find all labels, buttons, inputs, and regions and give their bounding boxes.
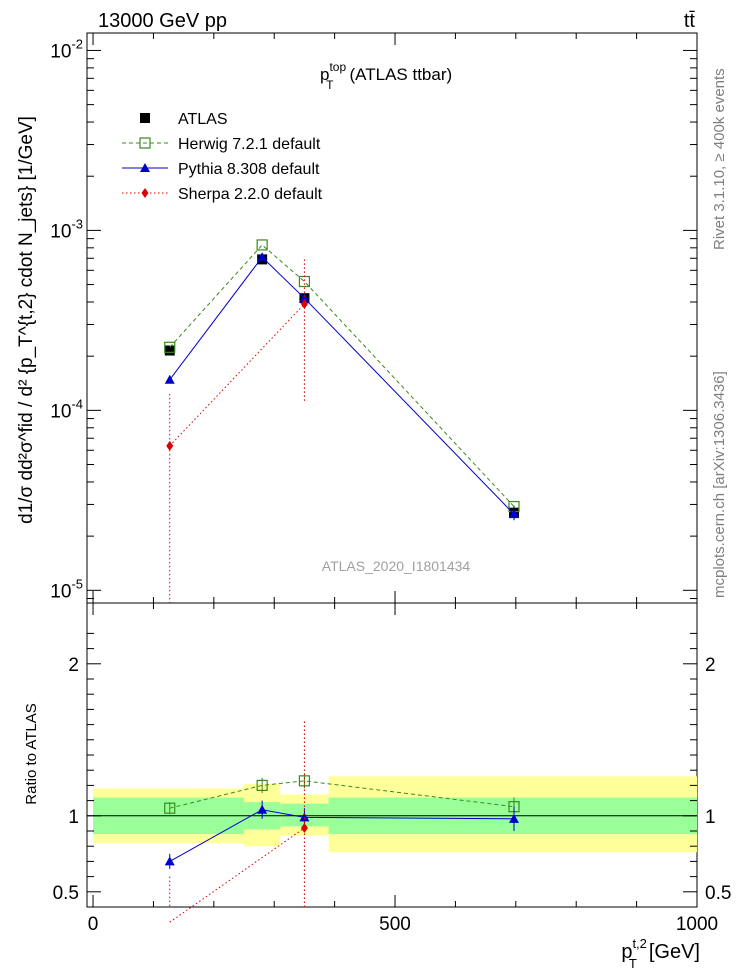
y-tick-label-base-2: 10 bbox=[50, 401, 71, 422]
sherpa-point-1 bbox=[300, 298, 308, 309]
y-axis-label-main: d1/σ dd²σ^fid / d² {p_T^{t,2} cdot N_jet… bbox=[16, 116, 37, 524]
x-axis-label-sup: t,2 bbox=[632, 936, 646, 951]
herwig-point-1 bbox=[256, 239, 268, 251]
y-tick-label-ratio-r-0: 0.5 bbox=[705, 883, 731, 904]
legend-label-2: Pythia 8.308 default bbox=[178, 161, 320, 178]
main-title-sup: top bbox=[329, 60, 346, 74]
y-tick-label-main-0: 10-2 bbox=[50, 36, 83, 62]
y-tick-label-exp-1: -3 bbox=[71, 216, 83, 231]
pythia-ratio-point-0 bbox=[164, 856, 175, 866]
y-tick-label-main-3: 10-5 bbox=[50, 576, 83, 602]
legend-label-3: Sherpa 2.2.0 default bbox=[178, 186, 323, 203]
pythia-ratio-point-2 bbox=[299, 812, 310, 822]
legend-label-1: Herwig 7.2.1 default bbox=[178, 136, 321, 153]
x-tick-label-0: 0 bbox=[88, 914, 99, 935]
x-tick-label-1000: 1000 bbox=[676, 914, 718, 935]
pythia-point-2 bbox=[299, 293, 310, 303]
mcplots-label: mcplots.cern.ch [arXiv:1306.3436] bbox=[711, 371, 728, 598]
main-title: ptop T (ATLAS ttbar) bbox=[320, 60, 452, 92]
legend-marker-2 bbox=[140, 163, 150, 172]
sherpa-point-0 bbox=[166, 440, 174, 451]
y-tick-label-ratio-r-2: 2 bbox=[705, 655, 716, 676]
main-title-sub: T bbox=[326, 78, 334, 92]
y-tick-label-base-3: 10 bbox=[50, 581, 71, 602]
legend-marker-0 bbox=[140, 113, 150, 123]
x-tick-label-500: 500 bbox=[379, 914, 411, 935]
legend-label-0: ATLAS bbox=[178, 111, 228, 128]
ratio-panel-frame bbox=[86, 602, 698, 908]
pythia-ratio-point-1 bbox=[257, 804, 268, 814]
legend-marker-1 bbox=[139, 137, 151, 149]
y-axis-label-ratio: Ratio to ATLAS bbox=[23, 703, 40, 804]
main-series-layer bbox=[164, 239, 520, 603]
pythia-point-0 bbox=[164, 374, 175, 384]
pythia-point-3 bbox=[509, 509, 519, 519]
watermark: ATLAS_2020_I1801434 bbox=[322, 558, 471, 574]
atlas-point-0 bbox=[164, 345, 175, 356]
legend-marker-3 bbox=[141, 188, 149, 198]
x-axis-label-unit: [GeV] bbox=[649, 941, 700, 963]
header-left: 13000 GeV pp bbox=[98, 10, 227, 32]
y-tick-label-main-1: 10-3 bbox=[50, 216, 83, 242]
pythia-ratio-line bbox=[169, 809, 515, 862]
herwig-line bbox=[169, 244, 515, 507]
y-tick-label-ratio-r-1: 1 bbox=[705, 807, 716, 828]
pythia-point-1 bbox=[257, 252, 268, 262]
y-tick-label-exp-0: -2 bbox=[71, 36, 83, 51]
herwig-point-0 bbox=[164, 341, 176, 353]
y-tick-label-base-1: 10 bbox=[50, 221, 71, 242]
y-tick-label-exp-2: -4 bbox=[71, 396, 83, 411]
legend: ATLAS Herwig 7.2.1 default Pythia 8.308 de… bbox=[122, 111, 323, 203]
ratio-series-layer bbox=[164, 721, 520, 923]
y-tick-label-base-0: 10 bbox=[50, 41, 71, 62]
main-title-base: p bbox=[320, 65, 329, 84]
y-tick-label-main-2: 10-4 bbox=[50, 396, 83, 422]
x-axis-label-sub: T bbox=[629, 956, 637, 971]
y-tick-label-ratio-l-2: 2 bbox=[68, 655, 79, 676]
x-axis-label-base: p bbox=[621, 941, 632, 963]
pythia-line bbox=[169, 256, 515, 515]
herwig-ratio-point-0 bbox=[164, 802, 176, 814]
y-tick-label-ratio-l-0: 0.5 bbox=[53, 883, 79, 904]
rivet-label: Rivet 3.1.10, ≥ 400k events bbox=[711, 68, 728, 250]
main-title-suffix: (ATLAS ttbar) bbox=[350, 65, 453, 84]
pythia-ratio-point-3 bbox=[509, 813, 519, 823]
ratio-bands bbox=[87, 776, 697, 853]
herwig-ratio-point-1 bbox=[256, 779, 268, 792]
sherpa-line bbox=[169, 303, 305, 447]
y-tick-label-exp-3: -5 bbox=[71, 576, 83, 591]
header-right: tt̄ bbox=[684, 10, 696, 32]
sherpa-ratio-line bbox=[169, 827, 305, 923]
sherpa-ratio-point-1 bbox=[300, 822, 308, 833]
x-axis-label: pt,2 T [GeV] bbox=[621, 936, 700, 971]
y-tick-label-ratio-l-1: 1 bbox=[68, 807, 79, 828]
